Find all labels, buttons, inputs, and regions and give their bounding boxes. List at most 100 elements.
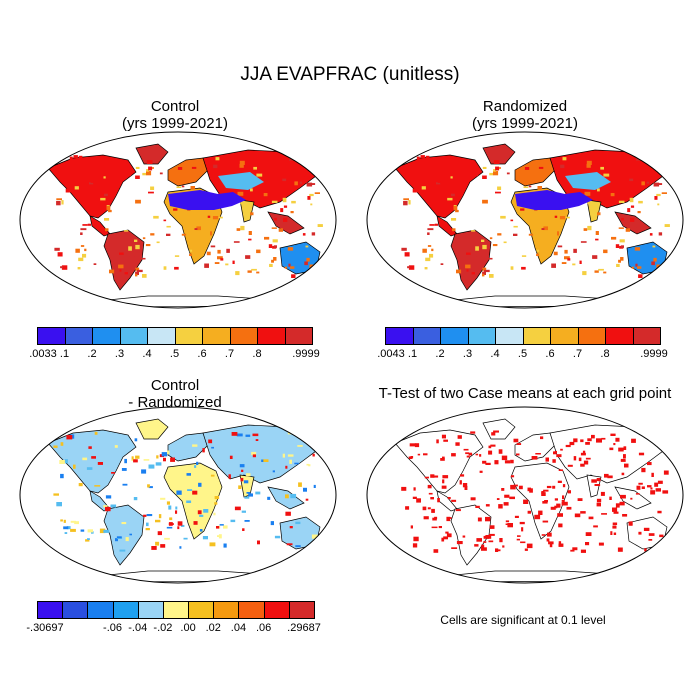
colorbar-tick-label: .02	[205, 622, 221, 634]
grid-cell	[142, 172, 147, 176]
grid-cell	[97, 462, 103, 465]
grid-cell	[82, 253, 87, 258]
grid-cell	[618, 227, 624, 229]
grid-cell	[425, 257, 431, 262]
grid-cell	[489, 172, 494, 176]
grid-cell	[620, 245, 624, 248]
colorbar-tick-label: .3	[114, 348, 125, 360]
grid-cell	[526, 543, 533, 549]
colorbar-swatch	[174, 327, 203, 345]
grid-cell	[451, 547, 458, 549]
grid-cell	[232, 260, 235, 264]
grid-cell	[416, 498, 421, 503]
grid-cell	[159, 172, 163, 175]
grid-cell	[306, 257, 310, 262]
continent-northAmerica	[394, 154, 484, 219]
grid-cell	[256, 271, 260, 274]
grid-cell	[431, 508, 435, 513]
grid-cell	[317, 224, 323, 227]
grid-cell	[554, 215, 558, 218]
grid-cell	[541, 228, 545, 230]
grid-cell	[84, 248, 87, 252]
grid-cell	[104, 193, 108, 197]
grid-cell	[527, 510, 531, 514]
grid-cell	[403, 201, 408, 206]
grid-cell	[539, 161, 542, 165]
grid-cell	[596, 498, 602, 503]
grid-cell	[210, 474, 215, 477]
grid-cell	[268, 244, 273, 248]
grid-cell	[177, 526, 180, 530]
colorbar-swatch	[288, 601, 315, 619]
grid-cell	[288, 263, 291, 267]
colorbar-swatch	[62, 601, 89, 619]
colorbar-swatch	[440, 327, 469, 345]
grid-cell	[137, 269, 143, 273]
grid-cell	[465, 452, 470, 455]
grid-cell	[625, 228, 630, 232]
grid-cell	[664, 224, 670, 227]
grid-cell	[583, 460, 589, 465]
grid-cell	[430, 497, 434, 500]
colorbar-swatch	[412, 327, 441, 345]
grid-cell	[514, 515, 519, 518]
grid-cell	[641, 181, 645, 186]
grid-cell	[105, 495, 112, 499]
grid-cell	[410, 456, 414, 459]
grid-cell	[294, 181, 298, 186]
grid-cell	[70, 520, 76, 523]
grid-cell	[507, 523, 513, 528]
grid-cell	[60, 473, 64, 479]
grid-cell	[611, 236, 617, 240]
grid-cell	[413, 536, 419, 542]
grid-cell	[510, 484, 516, 490]
grid-cell	[481, 544, 485, 549]
grid-cell	[524, 548, 528, 551]
colorbar-tick-label: .04	[230, 622, 247, 634]
grid-cell	[177, 521, 183, 526]
grid-cell	[243, 480, 249, 484]
grid-cell	[612, 525, 617, 528]
grid-cell	[503, 241, 507, 244]
grid-cell	[657, 203, 660, 206]
grid-cell	[291, 274, 296, 278]
grid-cell	[538, 166, 544, 169]
grid-cell	[238, 485, 242, 489]
grid-cell	[53, 445, 58, 448]
grid-cell	[612, 507, 618, 512]
grid-cell	[167, 450, 170, 455]
colorbar-swatch	[119, 327, 148, 345]
grid-cell	[290, 493, 297, 499]
grid-cell	[312, 453, 315, 457]
grid-cell	[308, 464, 311, 467]
colorbar-tick-label: .4	[490, 348, 500, 360]
colorbar-swatch	[257, 327, 286, 345]
grid-cell	[468, 452, 473, 456]
grid-cell	[215, 157, 220, 161]
grid-cell	[286, 543, 293, 546]
grid-cell	[60, 519, 63, 522]
grid-cell	[573, 248, 577, 253]
grid-cell	[199, 514, 204, 517]
grid-cell	[579, 260, 582, 264]
colorbar-tick-label: .2	[87, 348, 97, 360]
grid-cell	[457, 435, 462, 439]
grid-cell	[663, 470, 669, 475]
grid-cell	[561, 500, 565, 502]
grid-cell	[94, 485, 101, 487]
grid-cell	[594, 484, 601, 486]
grid-cell	[287, 247, 294, 251]
grid-cell	[585, 457, 591, 460]
grid-cell	[607, 475, 613, 479]
grid-cell	[74, 521, 79, 525]
grid-cell	[531, 456, 538, 460]
grid-cell	[623, 454, 626, 459]
grid-cell	[598, 268, 604, 271]
grid-cell	[160, 544, 166, 548]
grid-cell	[558, 523, 563, 528]
grid-cell	[305, 498, 309, 501]
grid-cell	[273, 257, 277, 261]
grid-cell	[536, 249, 540, 252]
grid-cell	[559, 216, 566, 220]
grid-cell	[462, 535, 466, 538]
